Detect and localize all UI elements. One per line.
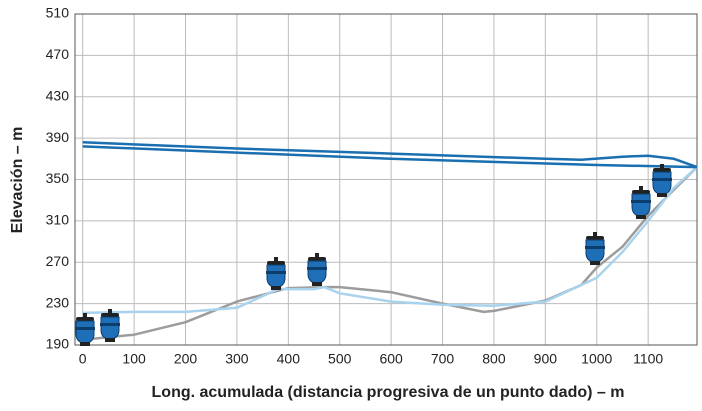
x-tick-label: 300 [225,351,249,367]
x-tick-label: 0 [79,351,87,367]
valve-icon [265,256,287,291]
x-tick-label: 200 [174,351,198,367]
y-tick-label: 390 [46,129,70,145]
y-axis-title: Elevación – m [9,127,26,234]
valve-icon [74,312,96,347]
x-tick-label: 1000 [581,351,612,367]
y-tick-label: 270 [46,253,70,269]
grid [75,13,697,346]
x-tick-label: 900 [534,351,558,367]
series-line [82,141,698,169]
y-tick-label: 430 [46,87,70,103]
valves [74,163,673,347]
y-tick-label: 230 [46,294,70,310]
y-tick-label: 190 [46,336,70,352]
y-tick-label: 350 [46,170,70,186]
x-tick-label: 100 [122,351,146,367]
series-line [82,145,698,169]
y-tick-label: 470 [46,46,70,62]
valve-icon [584,231,606,266]
plot-frame [74,13,698,346]
x-tick-label: 400 [277,351,301,367]
series-line [82,166,698,315]
x-tick-label: 600 [379,351,403,367]
valve-icon [651,163,673,198]
x-tick-label: 500 [328,351,352,367]
x-tick-label: 700 [431,351,455,367]
y-tick-label: 510 [46,5,70,21]
valve-icon [306,252,328,287]
x-tick-label: 800 [482,351,506,367]
series-line [82,166,698,342]
x-tick-label: 1100 [633,351,663,367]
lines [82,141,698,342]
x-axis-title: Long. acumulada (distancia progresiva de… [152,384,625,401]
y-tick-label: 310 [46,212,70,228]
